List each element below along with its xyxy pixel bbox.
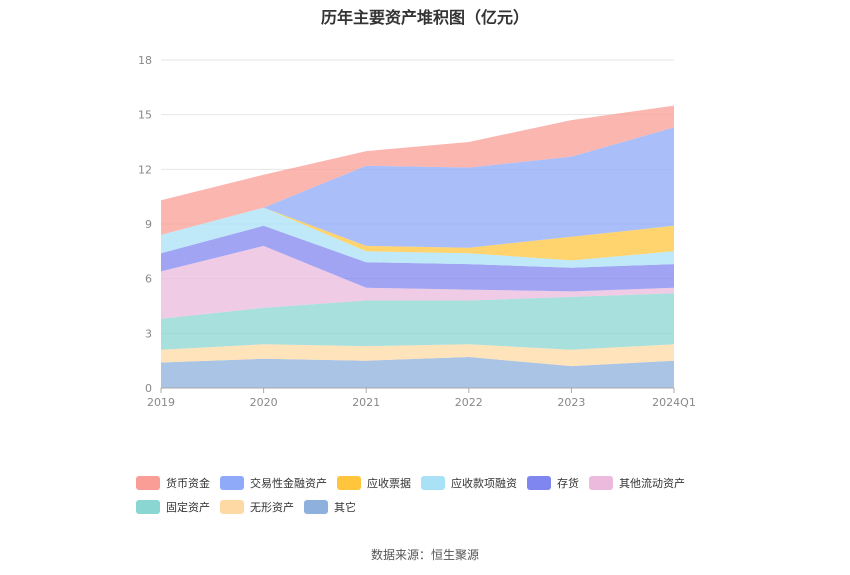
area-series-2[interactable] xyxy=(161,293,674,350)
legend-label: 固定资产 xyxy=(166,501,210,514)
legend-swatch xyxy=(421,476,445,490)
area-series-1[interactable] xyxy=(161,344,674,367)
y-tick-label: 18 xyxy=(138,54,152,67)
area-series xyxy=(161,105,674,388)
legend-label: 货币资金 xyxy=(166,477,210,490)
chart-title: 历年主要资产堆积图（亿元） xyxy=(320,8,529,27)
legend-swatch xyxy=(220,476,244,490)
legend-item[interactable]: 其它 xyxy=(304,499,356,515)
legend-item[interactable]: 固定资产 xyxy=(136,499,210,515)
legend-row-2: 固定资产 无形资产 其它 xyxy=(136,496,736,518)
x-tick-label: 2019 xyxy=(147,396,175,409)
legend-label: 其他流动资产 xyxy=(619,477,685,490)
area-series-7[interactable] xyxy=(161,127,674,248)
y-tick-label: 15 xyxy=(138,109,152,122)
data-source: 数据来源：恒生聚源 xyxy=(370,548,479,562)
legend-item[interactable]: 应收票据 xyxy=(337,475,411,491)
legend-swatch xyxy=(136,476,160,490)
x-tick-label: 2021 xyxy=(352,396,380,409)
area-series-4[interactable] xyxy=(161,225,674,292)
legend-item[interactable]: 无形资产 xyxy=(220,499,294,515)
legend: 货币资金 交易性金融资产 应收票据 应收款项融资 存货 其他流动资产 固定资产 无形资产 其它 xyxy=(136,472,736,520)
legend-label: 无形资产 xyxy=(250,501,294,514)
legend-row-1: 货币资金 交易性金融资产 应收票据 应收款项融资 存货 其他流动资产 xyxy=(136,472,736,494)
legend-swatch xyxy=(136,500,160,514)
area-series-6[interactable] xyxy=(161,207,674,261)
legend-label: 应收票据 xyxy=(367,477,411,490)
legend-item[interactable]: 交易性金融资产 xyxy=(220,475,327,491)
legend-label: 其它 xyxy=(334,501,356,514)
legend-label: 存货 xyxy=(557,477,579,490)
x-tick-label: 2022 xyxy=(455,396,483,409)
legend-item[interactable]: 存货 xyxy=(527,475,579,491)
legend-label: 应收款项融资 xyxy=(451,477,517,490)
stacked-area-plot: 0 3 6 9 12 15 18 2019 2020 2021 2022 2023 2024Q1 xyxy=(138,54,696,409)
area-series-0[interactable] xyxy=(161,357,674,388)
y-tick-label: 3 xyxy=(145,327,152,340)
y-tick-label: 9 xyxy=(145,218,152,231)
legend-item[interactable]: 其他流动资产 xyxy=(589,475,685,491)
legend-swatch xyxy=(527,476,551,490)
legend-swatch xyxy=(304,500,328,514)
area-series-3[interactable] xyxy=(161,245,674,319)
legend-item[interactable]: 货币资金 xyxy=(136,475,210,491)
legend-swatch xyxy=(337,476,361,490)
y-tick-label: 12 xyxy=(138,163,152,176)
y-tick-label: 6 xyxy=(145,273,152,286)
area-series-8[interactable] xyxy=(161,105,674,235)
legend-swatch xyxy=(220,500,244,514)
legend-label: 交易性金融资产 xyxy=(250,477,327,490)
legend-swatch xyxy=(589,476,613,490)
x-tick-label: 2023 xyxy=(557,396,585,409)
area-series-5[interactable] xyxy=(161,207,674,268)
x-tick-label: 2024Q1 xyxy=(652,396,696,409)
legend-item[interactable]: 应收款项融资 xyxy=(421,475,517,491)
y-tick-label: 0 xyxy=(145,382,152,395)
axes: 0 3 6 9 12 15 18 2019 2020 2021 2022 2023 2024Q1 xyxy=(138,54,696,409)
x-tick-label: 2020 xyxy=(250,396,278,409)
